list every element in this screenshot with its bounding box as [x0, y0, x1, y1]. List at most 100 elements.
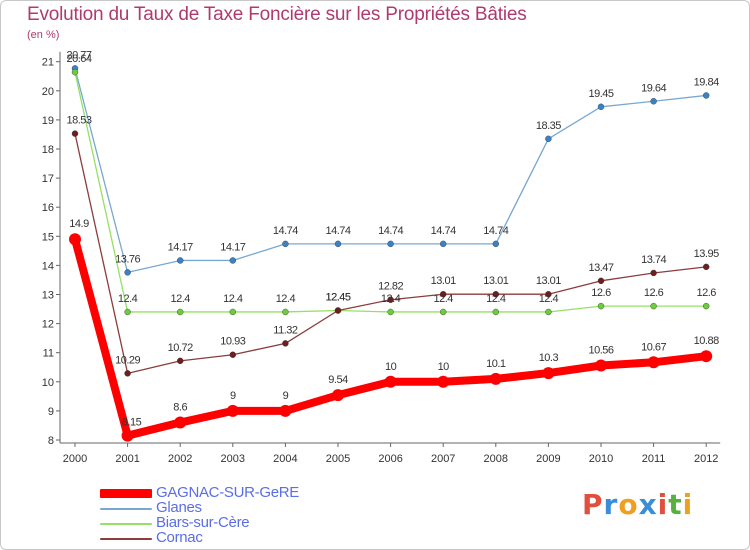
data-point — [229, 351, 237, 358]
y-tick-label: 20 — [42, 86, 54, 98]
data-label: 14.74 — [483, 225, 508, 237]
data-point — [387, 308, 394, 316]
x-tick-label: 2005 — [326, 453, 350, 465]
data-point — [440, 308, 447, 316]
data-label: 12.4 — [276, 293, 296, 305]
data-point — [545, 308, 552, 316]
data-label: 10.67 — [641, 341, 666, 353]
legend-label: Glanes — [156, 499, 202, 516]
data-label: 10.1 — [486, 358, 506, 370]
y-tick-label: 11 — [43, 348, 54, 360]
data-point — [597, 103, 605, 111]
data-label: 20.64 — [66, 53, 91, 65]
data-point — [492, 291, 499, 298]
legend-swatch-biars — [100, 523, 152, 525]
data-point — [282, 340, 289, 347]
data-label: 9.54 — [328, 374, 348, 386]
data-point — [176, 308, 184, 316]
legend-swatch-glanes — [100, 508, 152, 510]
data-label: 12.6 — [591, 287, 611, 299]
data-point — [545, 135, 552, 143]
y-tick-label: 8 — [48, 435, 54, 447]
legend-label: Cornac — [156, 529, 203, 546]
y-tick-label: 12 — [42, 319, 54, 331]
logo-letter: i — [657, 488, 669, 521]
data-point — [387, 296, 394, 303]
data-label: 10.56 — [588, 345, 613, 357]
data-label: 10 — [385, 361, 397, 373]
data-point — [124, 308, 131, 316]
data-label: 18.35 — [536, 120, 561, 132]
logo-letter: x — [638, 488, 658, 521]
y-tick-label: 18 — [42, 144, 54, 156]
data-label: 12.4 — [381, 293, 401, 305]
data-label: 14.9 — [69, 218, 89, 230]
x-tick-label: 2004 — [273, 453, 297, 465]
data-point — [440, 291, 447, 298]
data-label: 14.17 — [220, 241, 245, 253]
data-label: 8.15 — [122, 417, 142, 429]
x-tick-label: 2003 — [221, 453, 245, 465]
data-point — [492, 308, 499, 316]
logo-letter: r — [603, 488, 619, 521]
data-point — [542, 367, 555, 380]
data-label: 12.4 — [118, 293, 138, 305]
data-point — [334, 240, 342, 248]
data-point — [597, 277, 605, 285]
y-tick-label: 9 — [48, 406, 54, 418]
y-tick-label: 15 — [42, 231, 54, 243]
data-point — [176, 257, 184, 264]
data-point — [647, 356, 660, 369]
legend-swatch-cornac — [100, 538, 152, 540]
data-point — [176, 357, 184, 365]
data-point — [282, 240, 289, 248]
data-label: 12.6 — [696, 287, 716, 299]
data-point — [595, 359, 607, 372]
y-tick-label: 21 — [42, 57, 54, 69]
data-label: 13.01 — [536, 275, 561, 287]
x-tick-label: 2012 — [694, 453, 718, 465]
data-point — [174, 416, 187, 429]
data-point — [229, 257, 237, 264]
data-label: 10.93 — [220, 336, 245, 348]
data-label: 14.17 — [168, 241, 193, 253]
logo-letter: t — [668, 488, 683, 521]
data-label: 10.29 — [115, 354, 140, 366]
chart-series — [69, 65, 713, 442]
data-point — [440, 240, 447, 248]
data-label: 10.72 — [168, 342, 193, 354]
legend-swatch-gagnac — [100, 489, 152, 498]
data-label: 12.82 — [378, 281, 403, 293]
data-label: 10.88 — [694, 335, 719, 347]
chart-title: Evolution du Taux de Taxe Foncière sur l… — [27, 4, 527, 25]
data-point — [124, 370, 131, 377]
data-label: 14.74 — [378, 225, 403, 237]
legend-label: Biars-sur-Cère — [156, 514, 250, 531]
data-point — [332, 389, 344, 402]
y-tick-label: 17 — [42, 173, 54, 185]
x-tick-label: 2002 — [168, 453, 192, 465]
series-line-3 — [74, 132, 707, 375]
data-point — [279, 404, 292, 417]
data-label: 13.76 — [115, 253, 140, 265]
data-point — [334, 307, 342, 314]
data-label: 10 — [438, 361, 450, 373]
data-label: 12.45 — [325, 292, 350, 304]
x-tick-label: 2007 — [431, 453, 455, 465]
data-point — [226, 404, 239, 417]
data-label: 12.4 — [223, 293, 243, 305]
data-label: 20.77 — [66, 49, 91, 61]
data-point — [703, 92, 710, 99]
data-label: 12.4 — [486, 293, 506, 305]
logo-letter: i — [682, 488, 694, 521]
proxiti-logo: Proxiti — [582, 488, 693, 521]
chart-unit-label: (en %) — [27, 29, 60, 41]
chart-data-labels: 14.9 8.15 8.6 9 9 9.54 10 10 10.1 10.3 10.56 10.67 1… — [66, 49, 719, 428]
data-label: 13.01 — [483, 275, 508, 287]
data-label: 19.45 — [588, 88, 613, 100]
data-point — [703, 302, 710, 310]
data-label: 18.53 — [66, 115, 91, 127]
data-point — [71, 130, 79, 137]
series-line-2 — [74, 71, 707, 313]
